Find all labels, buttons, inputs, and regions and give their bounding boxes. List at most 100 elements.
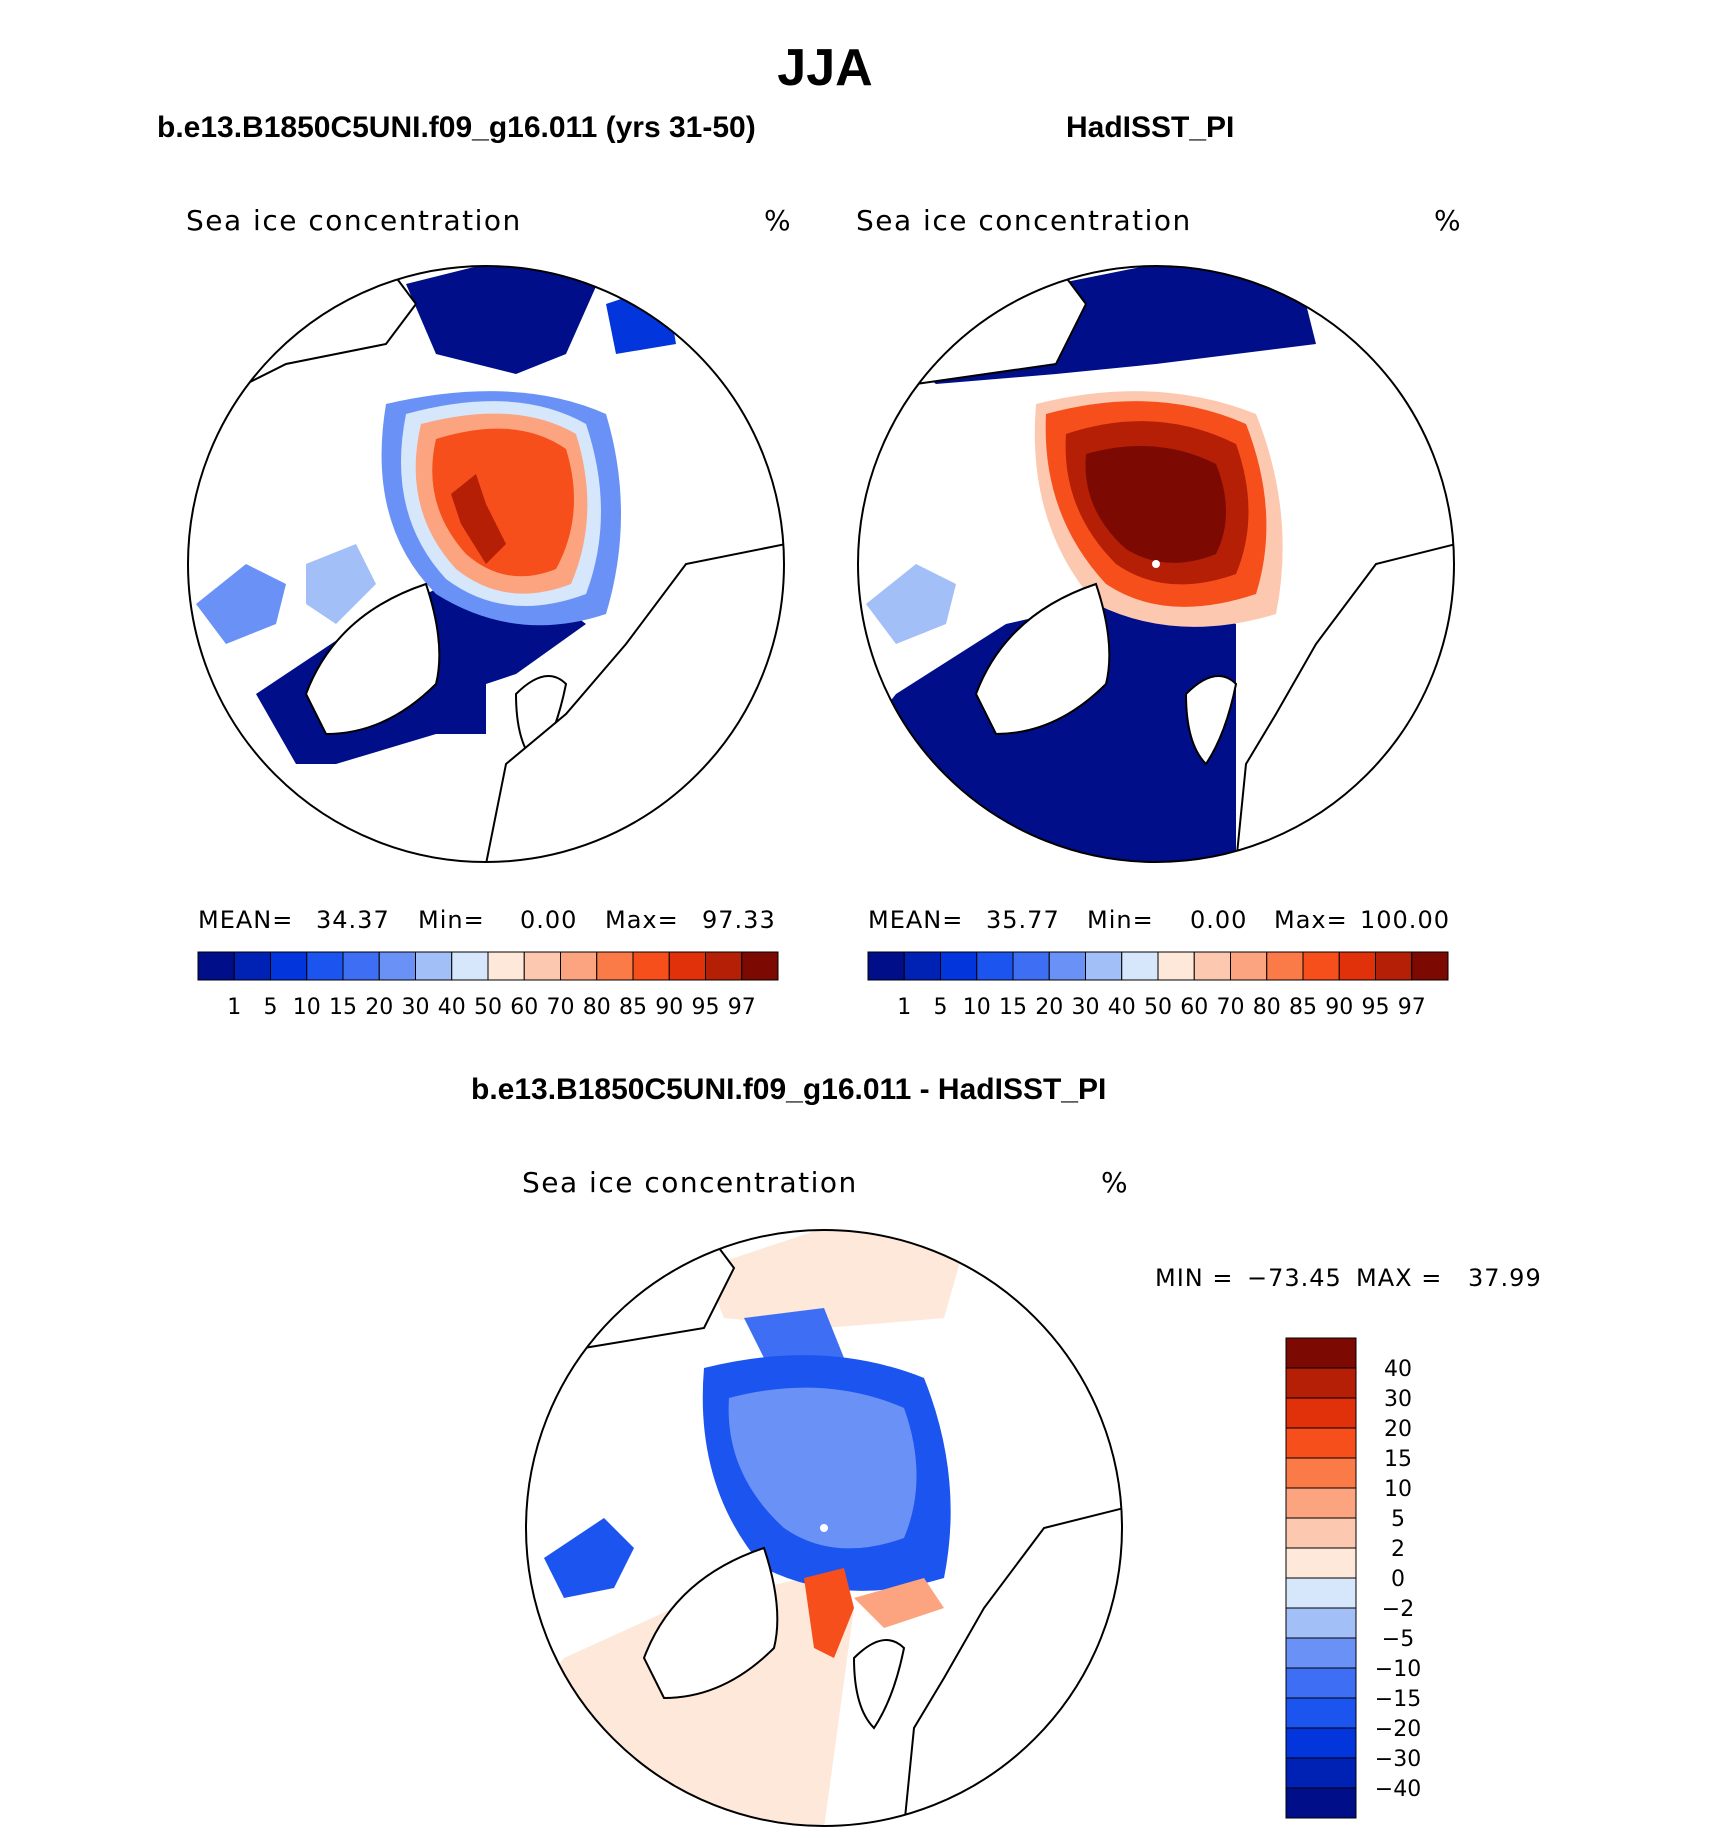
colorbar-tick-label: 95 xyxy=(1362,995,1390,1020)
okhotsk-sea xyxy=(606,284,676,354)
panel-obs-max: 100.00 xyxy=(1360,906,1450,934)
panel-model-min-label: Min= xyxy=(418,906,485,934)
panel-obs-title: HadISST_PI xyxy=(1066,111,1235,144)
diff-title: b.e13.B1850C5UNI.f09_g16.011 - HadISST_P… xyxy=(471,1073,1107,1106)
diff-min-label: MIN = xyxy=(1155,1264,1234,1292)
pacific-near-zero xyxy=(704,1230,964,1328)
diff-units: % xyxy=(1101,1166,1130,1199)
scandinavia xyxy=(1184,675,1238,766)
panel-obs-mean: 35.77 xyxy=(986,906,1060,934)
greenland xyxy=(304,582,441,736)
diff-min: −73.45 xyxy=(1247,1264,1342,1292)
colorbar-swatch xyxy=(1338,951,1376,981)
colorbar-swatch xyxy=(523,951,561,981)
colorbar-swatch xyxy=(1411,951,1449,981)
panel-obs-units: % xyxy=(1434,204,1463,237)
diff-variable: Sea ice concentration xyxy=(522,1166,858,1199)
colorbar-tick-label: 5 xyxy=(1391,1507,1405,1532)
colorbar-swatch xyxy=(1193,951,1231,981)
colorbar-swatch xyxy=(1085,951,1123,981)
colorbar-tick-label: 20 xyxy=(1035,995,1063,1020)
colorbar-swatch xyxy=(1012,951,1050,981)
colorbar-tick-label: −30 xyxy=(1375,1747,1421,1772)
colorbar-tick-label: 5 xyxy=(934,995,948,1020)
colorbar-swatch xyxy=(1285,1697,1357,1729)
colorbar-swatch xyxy=(668,951,706,981)
panel-obs-min-label: Min= xyxy=(1087,906,1154,934)
colorbar-swatch xyxy=(342,951,380,981)
colorbar-tick-label: 70 xyxy=(1217,995,1245,1020)
colorbar-tick-label: 97 xyxy=(728,995,756,1020)
colorbar-tick-label: 15 xyxy=(1384,1447,1412,1472)
colorbar-swatch xyxy=(1230,951,1268,981)
ice-pack-thick xyxy=(451,474,506,564)
colorbar-swatch xyxy=(1302,951,1340,981)
colorbar-tick-label: 1 xyxy=(897,995,911,1020)
colorbar-obs: 1 5 10 15 20 30 40 50 60 70 80 85 90 95 97 xyxy=(867,951,1449,1020)
colorbar-tick-label: 40 xyxy=(1384,1357,1412,1382)
colorbar-tick-label: 15 xyxy=(329,995,357,1020)
colorbar-tick-label: 60 xyxy=(510,995,538,1020)
colorbar-tick-label: −40 xyxy=(1375,1777,1421,1802)
colorbar-swatch xyxy=(451,951,489,981)
barents-pos xyxy=(804,1568,854,1658)
colorbar-tick-label: 85 xyxy=(619,995,647,1020)
colorbar-tick-label: 70 xyxy=(547,995,575,1020)
arctic-neg-inner xyxy=(728,1387,917,1549)
colorbar-tick-label: −5 xyxy=(1382,1627,1414,1652)
colorbar-tick-label: 0 xyxy=(1391,1567,1405,1592)
colorbar-tick-label: 2 xyxy=(1391,1537,1405,1562)
colorbar-tick-label: 95 xyxy=(692,995,720,1020)
ice-pack-main xyxy=(432,428,574,577)
colorbar-swatch xyxy=(705,951,743,981)
kara-pos xyxy=(854,1578,944,1628)
colorbar-swatch xyxy=(1285,1757,1357,1789)
colorbar-swatch xyxy=(867,951,905,981)
panel-model-min: 0.00 xyxy=(520,906,578,934)
colorbar-swatch xyxy=(1285,1457,1357,1489)
colorbar-swatch xyxy=(197,951,235,981)
colorbar-tick-label: −10 xyxy=(1375,1657,1421,1682)
colorbar-tick-label: 97 xyxy=(1398,995,1426,1020)
panel-model-max: 97.33 xyxy=(702,906,776,934)
greenland xyxy=(642,1546,779,1700)
colorbar-swatch xyxy=(1285,1397,1357,1429)
colorbar-swatch xyxy=(1285,1487,1357,1519)
colorbar-swatch xyxy=(1285,1517,1357,1549)
colorbar-tick-label: 90 xyxy=(1325,995,1353,1020)
colorbar-tick-label: −2 xyxy=(1382,1597,1414,1622)
colorbar-swatch xyxy=(233,951,271,981)
panel-obs-mean-label: MEAN= xyxy=(868,906,964,934)
panel-model-mean-label: MEAN= xyxy=(198,906,294,934)
colorbar-swatch xyxy=(903,951,941,981)
colorbar-swatch xyxy=(306,951,344,981)
pacific-ice-free-ocean xyxy=(406,266,606,374)
map-obs xyxy=(857,265,1455,863)
colorbar-swatch xyxy=(487,951,525,981)
colorbar-tick-label: 20 xyxy=(1384,1417,1412,1442)
colorbar-tick-label: 30 xyxy=(1384,1387,1412,1412)
colorbar-tick-label: −20 xyxy=(1375,1717,1421,1742)
colorbar-tick-label: 15 xyxy=(999,995,1027,1020)
colorbar-tick-label: 5 xyxy=(264,995,278,1020)
panel-model-max-label: Max= xyxy=(605,906,679,934)
colorbar-tick-label: 1 xyxy=(227,995,241,1020)
scandinavia xyxy=(852,1639,906,1730)
hudson-bay xyxy=(866,564,956,644)
colorbar-swatch xyxy=(596,951,634,981)
map-diff xyxy=(525,1229,1123,1827)
colorbar-tick-label: 30 xyxy=(1072,995,1100,1020)
baffin-bay xyxy=(306,544,376,624)
colorbar-swatch xyxy=(976,951,1014,981)
colorbar-swatch xyxy=(1285,1337,1357,1369)
colorbar-swatch xyxy=(1121,951,1159,981)
colorbar-tick-label: 30 xyxy=(402,995,430,1020)
colorbar-tick-label: 40 xyxy=(438,995,466,1020)
main-title: JJA xyxy=(777,39,873,97)
colorbar-tick-label: 50 xyxy=(1144,995,1172,1020)
panel-obs-max-label: Max= xyxy=(1274,906,1348,934)
panel-obs-variable: Sea ice concentration xyxy=(856,204,1192,237)
colorbar-swatch xyxy=(1048,951,1086,981)
colorbar-swatch xyxy=(270,951,308,981)
